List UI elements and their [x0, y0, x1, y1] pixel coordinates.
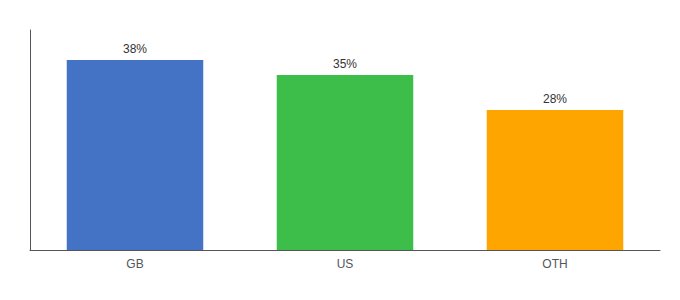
- svg-text:US: US: [337, 257, 354, 271]
- svg-text:38%: 38%: [123, 42, 147, 56]
- svg-text:28%: 28%: [543, 92, 567, 106]
- svg-text:35%: 35%: [333, 57, 357, 71]
- svg-text:OTH: OTH: [542, 257, 567, 271]
- svg-text:GB: GB: [126, 257, 143, 271]
